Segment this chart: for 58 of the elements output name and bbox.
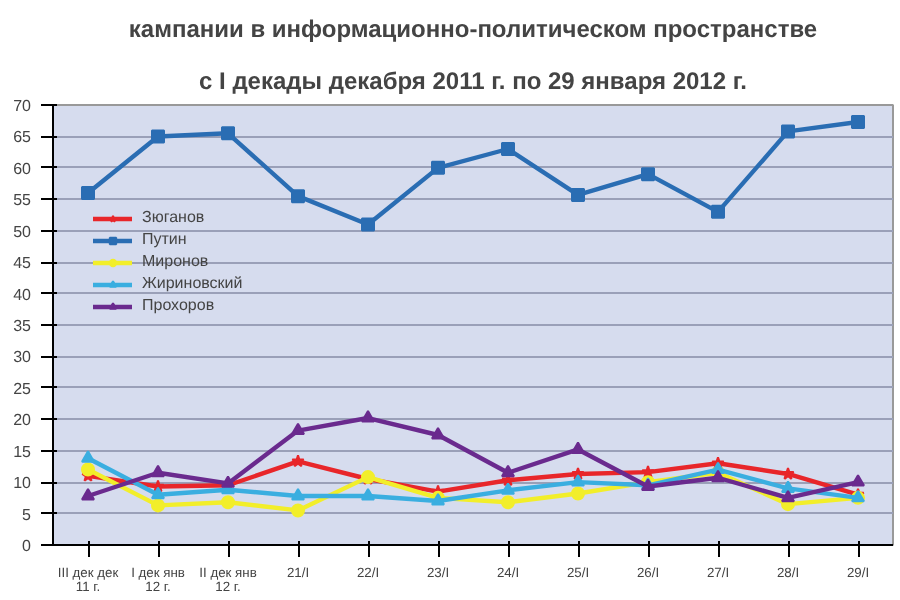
y-tick-label: 10: [13, 474, 33, 493]
point: [291, 488, 305, 501]
point: [361, 488, 375, 501]
point: [781, 124, 795, 139]
point: [151, 464, 165, 478]
y-tick-label: 25: [13, 379, 33, 398]
point: [711, 204, 725, 219]
y-tick-label: 0: [22, 537, 33, 555]
y-tick-label: 50: [13, 222, 33, 241]
legend-label: Путин: [142, 230, 187, 248]
legend-label: Зюганов: [142, 208, 205, 226]
point: [81, 450, 95, 463]
legend-label: Прохоров: [142, 296, 215, 314]
y-tick-label: 70: [13, 97, 33, 115]
point: [501, 142, 515, 156]
point: [81, 186, 95, 200]
point: [571, 486, 585, 501]
y-tick-label: 15: [13, 442, 33, 461]
point: [501, 482, 515, 495]
point: [291, 189, 305, 204]
y-tick-label: 45: [13, 254, 33, 273]
point: [571, 441, 585, 454]
chart-title: кампании в информационно-политическом пространстве: [128, 15, 818, 43]
point: [781, 480, 795, 493]
point: [361, 217, 375, 232]
chart-subtitle: с I декады декабря 2011 г. по 29 января 2012 г.: [199, 67, 747, 95]
legend-label: Жириновский: [142, 274, 243, 292]
point: [221, 126, 235, 141]
y-tick-label: 5: [22, 505, 33, 524]
point: [501, 464, 515, 478]
y-tick-label: 55: [13, 191, 33, 210]
y-tick-label: 60: [13, 159, 33, 178]
point: [81, 462, 95, 477]
point: [221, 495, 235, 510]
point: [151, 486, 165, 500]
point: [781, 466, 795, 480]
y-tick-label: 20: [13, 411, 33, 430]
point: [501, 495, 515, 510]
point: [641, 167, 655, 182]
point: [291, 454, 305, 468]
point: [851, 114, 865, 129]
point: [431, 427, 445, 440]
point: [151, 498, 165, 513]
y-tick-label: 40: [13, 285, 33, 304]
y-tick-label: 65: [13, 128, 33, 147]
point: [361, 410, 375, 423]
y-tick-label: 35: [13, 317, 33, 335]
legend-label: Миронов: [142, 252, 209, 270]
point: [291, 503, 305, 518]
point: [571, 474, 585, 487]
point: [851, 474, 865, 487]
point: [431, 160, 445, 175]
point: [291, 422, 305, 436]
y-tick-label: 30: [13, 348, 33, 367]
point: [781, 489, 795, 503]
point: [571, 187, 585, 202]
point: [151, 129, 165, 144]
point: [81, 488, 95, 501]
